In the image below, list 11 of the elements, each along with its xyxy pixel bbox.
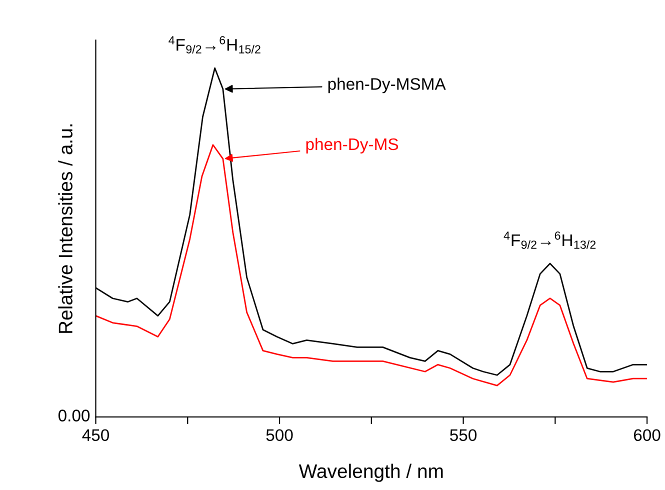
x-tick-label: 550 (450, 429, 477, 442)
x-tick-label: 450 (82, 429, 110, 442)
x-axis-title: Wavelength / nm (298, 464, 443, 482)
x-tick-label: 500 (266, 429, 293, 442)
legend-label: phen-Dy-MS (306, 138, 398, 154)
annotation: $^{4}$F$_{9/2}$→$^{6}$H$_{15/2}$ (168, 36, 260, 54)
text: phen-Dy-MSMA (328, 78, 446, 94)
annotation: $^{4}$F$_{9/2}$→$^{6}$H$_{13/2}$ (504, 231, 596, 249)
x-tick-label: 600 (634, 429, 660, 442)
text: 0.00 (58, 410, 90, 422)
y-axis-title: Relative Intensities / a.u. (58, 124, 72, 333)
